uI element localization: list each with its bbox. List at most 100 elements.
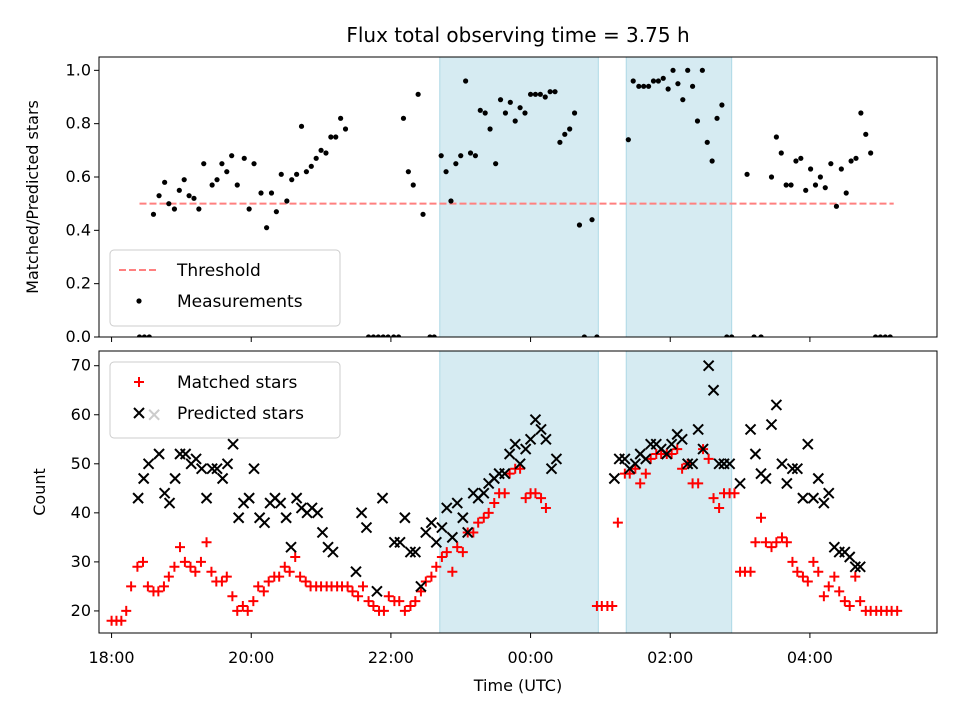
data-point bbox=[693, 478, 704, 489]
data-point bbox=[677, 463, 688, 474]
data-point bbox=[708, 493, 719, 504]
data-point bbox=[675, 81, 681, 87]
data-point bbox=[420, 526, 432, 539]
data-point bbox=[137, 556, 148, 567]
legend-label: Threshold bbox=[176, 261, 261, 281]
data-point bbox=[431, 334, 437, 337]
observing-window-band bbox=[439, 351, 599, 633]
data-point bbox=[834, 586, 845, 597]
data-point bbox=[224, 169, 230, 175]
data-point bbox=[313, 155, 319, 161]
data-point bbox=[685, 67, 691, 73]
data-point bbox=[368, 601, 379, 612]
data-point bbox=[415, 91, 421, 97]
data-point bbox=[478, 487, 490, 499]
y-tick-label: 0.6 bbox=[66, 167, 91, 186]
data-point bbox=[487, 126, 493, 132]
data-point bbox=[536, 493, 547, 504]
data-point bbox=[234, 182, 240, 188]
legend-item: Predicted stars bbox=[133, 404, 304, 424]
data-point bbox=[818, 497, 830, 509]
data-point bbox=[427, 334, 433, 337]
data-point bbox=[375, 334, 381, 337]
data-point bbox=[808, 556, 819, 567]
data-point bbox=[405, 601, 416, 612]
data-point bbox=[216, 472, 229, 485]
data-point bbox=[285, 541, 297, 553]
x-axis-label: Time (UTC) bbox=[473, 676, 562, 695]
data-point bbox=[787, 556, 798, 567]
data-point bbox=[280, 512, 292, 524]
data-point bbox=[158, 487, 171, 499]
data-point bbox=[468, 527, 479, 538]
data-point bbox=[619, 453, 631, 465]
count-panel: 20 30 40 50 60 70 18:00 20:00 22:00 00:00 02:00 04:… bbox=[30, 350, 938, 667]
data-point bbox=[253, 581, 264, 592]
data-point bbox=[191, 195, 197, 201]
data-point bbox=[380, 334, 386, 337]
data-point bbox=[311, 507, 324, 519]
data-point bbox=[625, 137, 631, 143]
data-point bbox=[185, 561, 196, 572]
data-point bbox=[502, 110, 509, 116]
legend: Threshold Measurements bbox=[109, 249, 341, 327]
data-point bbox=[237, 601, 248, 612]
legend-item: Threshold bbox=[119, 261, 261, 281]
data-point bbox=[812, 472, 824, 485]
data-point bbox=[581, 334, 587, 337]
data-point bbox=[681, 458, 694, 470]
data-point bbox=[709, 158, 715, 164]
data-point bbox=[817, 174, 823, 180]
data-point bbox=[624, 468, 635, 479]
data-point bbox=[232, 512, 245, 524]
x-tick-label: 20:00 bbox=[228, 648, 274, 667]
data-point bbox=[863, 131, 869, 137]
data-point bbox=[298, 123, 305, 129]
observing-window-band bbox=[439, 57, 599, 337]
data-point bbox=[697, 443, 709, 455]
data-point bbox=[383, 591, 394, 602]
y-tick-label: 50 bbox=[71, 454, 91, 473]
data-point bbox=[791, 462, 804, 475]
data-point bbox=[699, 67, 705, 73]
data-point bbox=[190, 453, 202, 465]
data-point bbox=[680, 97, 686, 103]
data-point bbox=[813, 566, 824, 577]
data-point bbox=[206, 462, 218, 475]
data-point bbox=[540, 433, 552, 445]
data-point bbox=[436, 521, 448, 534]
data-point bbox=[571, 110, 578, 116]
y-tick-label: 30 bbox=[71, 552, 91, 571]
data-point bbox=[163, 571, 174, 582]
data-point bbox=[839, 596, 850, 607]
data-point bbox=[719, 102, 725, 108]
data-point bbox=[760, 472, 772, 485]
data-point bbox=[788, 182, 794, 188]
data-point bbox=[552, 89, 558, 95]
data-point bbox=[522, 110, 528, 116]
y-tick-label: 40 bbox=[71, 503, 91, 522]
data-point bbox=[458, 153, 464, 159]
data-point bbox=[803, 187, 809, 193]
data-point bbox=[650, 78, 657, 84]
data-point bbox=[179, 448, 192, 460]
observing-window-band bbox=[625, 351, 733, 633]
data-point bbox=[395, 334, 402, 337]
data-point bbox=[745, 566, 756, 577]
data-point bbox=[507, 99, 513, 105]
data-point bbox=[201, 537, 212, 548]
data-point bbox=[645, 83, 652, 89]
data-point bbox=[760, 537, 771, 548]
data-point bbox=[141, 334, 147, 337]
data-point bbox=[248, 462, 260, 475]
data-point bbox=[729, 488, 740, 499]
data-point bbox=[858, 110, 864, 116]
data-point bbox=[872, 334, 879, 337]
data-point bbox=[478, 512, 489, 523]
data-point bbox=[562, 131, 568, 137]
data-point bbox=[514, 458, 526, 470]
data-point bbox=[404, 546, 417, 558]
legend-box bbox=[109, 361, 341, 439]
x-tick-label: 18:00 bbox=[89, 648, 135, 667]
data-point bbox=[854, 561, 866, 573]
